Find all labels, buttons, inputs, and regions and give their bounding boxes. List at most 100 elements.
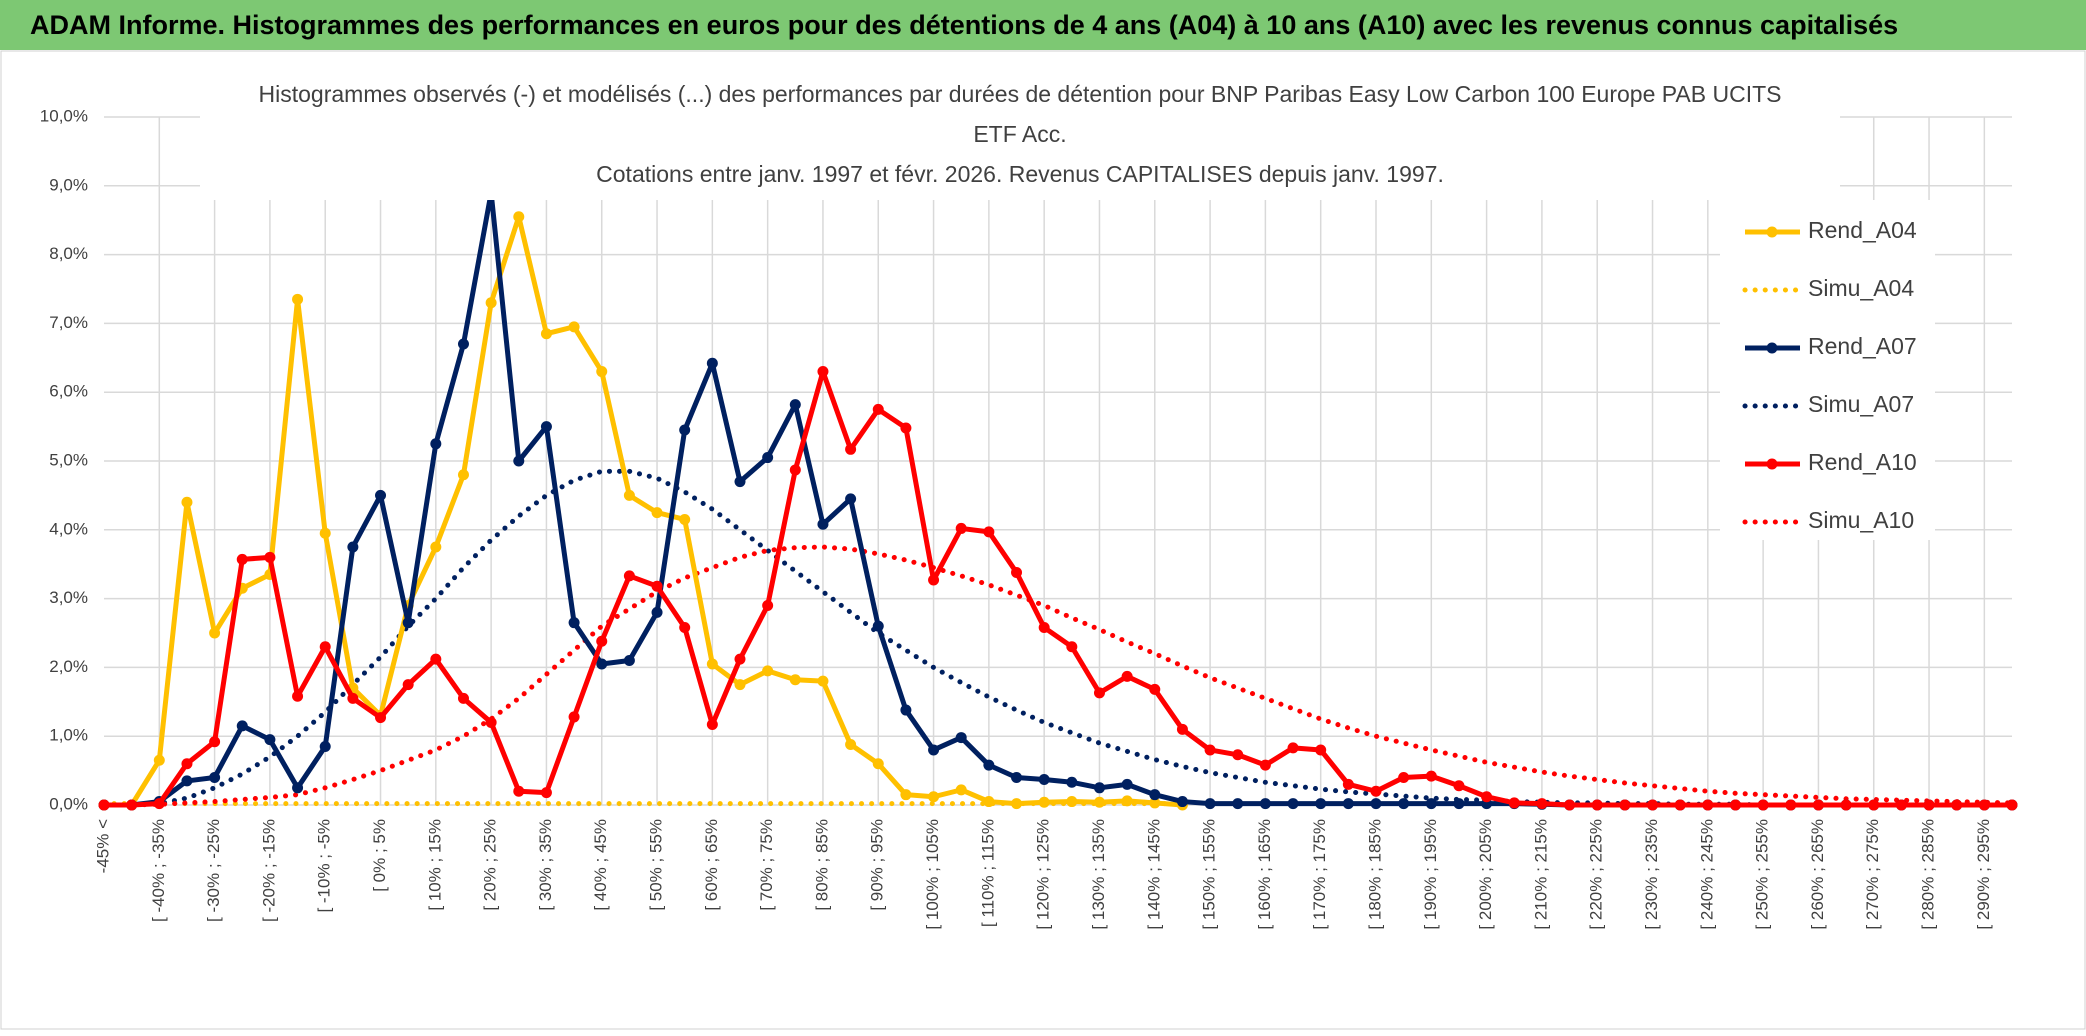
point (679, 513, 691, 525)
point (1951, 799, 1963, 811)
point (98, 799, 110, 811)
point (1702, 799, 1714, 811)
point (845, 443, 857, 455)
point (983, 796, 995, 808)
y-tick-label: 0,0% (49, 794, 88, 813)
y-tick-label: 9,0% (49, 175, 88, 194)
point (1453, 798, 1465, 810)
point (1287, 798, 1299, 810)
point (1370, 798, 1382, 810)
point (679, 424, 691, 436)
point (568, 711, 580, 723)
point (872, 403, 884, 415)
point (181, 775, 193, 787)
point (789, 399, 801, 411)
point (540, 421, 552, 433)
y-tick-label: 6,0% (49, 382, 88, 401)
point (347, 692, 359, 704)
point (402, 617, 414, 629)
point (734, 679, 746, 691)
point (1149, 797, 1161, 809)
point (1259, 759, 1271, 771)
point (1840, 799, 1852, 811)
point (762, 452, 774, 464)
point (817, 518, 829, 530)
series-line (104, 214, 1183, 808)
point (1176, 796, 1188, 808)
point (900, 704, 912, 716)
point (347, 541, 359, 553)
point (955, 522, 967, 534)
x-tick-label: [ -30% ; -25% (204, 819, 223, 922)
point (1674, 799, 1686, 811)
x-tick-label: [ 110% ; 115% (978, 819, 997, 927)
legend-label: Simu_A07 (1808, 391, 1914, 417)
point (651, 606, 663, 618)
point (928, 791, 940, 803)
point (1536, 798, 1548, 810)
point (983, 759, 995, 771)
y-tick-label: 2,0% (49, 657, 88, 676)
point (928, 574, 940, 586)
point (1011, 566, 1023, 578)
point (623, 655, 635, 667)
point (430, 541, 442, 553)
point (1038, 774, 1050, 786)
point (1149, 683, 1161, 695)
point (596, 635, 608, 647)
x-tick-label: [ 130% ; 135% (1089, 819, 1108, 930)
x-tick-label: [ 170% ; 175% (1310, 819, 1329, 930)
point (1425, 798, 1437, 810)
chart-title: Histogrammes observés (-) et modélisés (… (259, 81, 1782, 107)
point (1038, 796, 1050, 808)
point (264, 551, 276, 563)
legend-label: Rend_A07 (1808, 333, 1917, 359)
point (1481, 791, 1493, 803)
point (623, 489, 635, 501)
point (153, 798, 165, 810)
point (1398, 798, 1410, 810)
point (1066, 776, 1078, 788)
point (375, 489, 387, 501)
point (1121, 670, 1133, 682)
point (762, 599, 774, 611)
point (375, 712, 387, 724)
point (872, 620, 884, 632)
point (1232, 749, 1244, 761)
point (1066, 796, 1078, 808)
chart-title: ETF Acc. (973, 121, 1066, 147)
point (1398, 771, 1410, 783)
point (762, 665, 774, 677)
x-tick-label: [ 190% ; 195% (1421, 819, 1440, 930)
point (1923, 799, 1935, 811)
point (1093, 782, 1105, 794)
legend-label: Simu_A10 (1808, 507, 1914, 533)
x-tick-label: [ 260% ; 265% (1808, 819, 1827, 930)
point (540, 787, 552, 799)
point (319, 641, 331, 653)
y-tick-label: 3,0% (49, 588, 88, 607)
point (789, 464, 801, 476)
point (651, 507, 663, 519)
x-tick-label: [ 210% ; 215% (1531, 819, 1550, 930)
x-tick-label: [ -20% ; -15% (259, 819, 278, 922)
x-tick-label: [ 40% ; 45% (591, 819, 610, 911)
point (596, 658, 608, 670)
x-tick-label: [ 230% ; 235% (1642, 819, 1661, 930)
point (1342, 778, 1354, 790)
point (1591, 799, 1603, 811)
point (319, 741, 331, 753)
point (485, 297, 497, 309)
point (955, 784, 967, 796)
x-tick-label: [ 20% ; 25% (481, 819, 500, 911)
point (1066, 641, 1078, 653)
x-tick-label: [ 150% ; 155% (1200, 819, 1219, 930)
point (1149, 789, 1161, 801)
x-tick-label: [ 240% ; 245% (1697, 819, 1716, 930)
x-tick-label: [ 280% ; 285% (1919, 819, 1938, 930)
point (209, 627, 221, 639)
x-tick-label: [ 10% ; 15% (425, 819, 444, 911)
legend-box (1720, 200, 1935, 540)
point (706, 357, 718, 369)
point (513, 211, 525, 223)
